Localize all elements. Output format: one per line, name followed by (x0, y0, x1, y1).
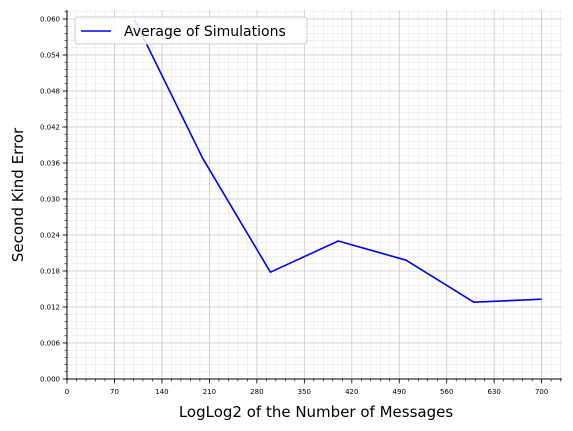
axes (66, 10, 562, 380)
y-tick-label: 0.018 (40, 268, 60, 276)
legend: Average of Simulations (74, 16, 308, 45)
y-axis-ticks: 0.000 0.006 0.012 0.018 0.024 0.030 0.036 0.042… (40, 11, 67, 384)
y-tick-label: 0.012 (40, 304, 60, 312)
y-tick-label: 0.054 (40, 52, 61, 60)
x-tick-label: 140 (155, 388, 168, 396)
y-tick-label: 0.000 (40, 376, 60, 384)
x-tick-label: 350 (298, 388, 311, 396)
y-tick-label: 0.048 (40, 88, 60, 96)
y-axis-label: Second Kind Error (9, 127, 27, 262)
x-tick-label: 490 (393, 388, 406, 396)
legend-entry-label: Average of Simulations (124, 24, 286, 40)
y-tick-label: 0.060 (40, 16, 60, 24)
x-tick-label: 0 (65, 388, 69, 396)
x-axis-label: LogLog2 of the Number of Messages (179, 403, 453, 421)
x-tick-label: 560 (440, 388, 453, 396)
y-tick-label: 0.036 (40, 160, 61, 168)
x-tick-label: 70 (110, 388, 119, 396)
y-tick-label: 0.024 (40, 232, 61, 240)
x-tick-label: 420 (345, 388, 358, 396)
legend-box (74, 16, 308, 45)
x-tick-label: 280 (250, 388, 263, 396)
x-tick-label: 700 (535, 388, 548, 396)
x-tick-label: 630 (488, 388, 501, 396)
y-tick-label: 0.042 (40, 124, 60, 132)
x-tick-label: 210 (203, 388, 216, 396)
y-tick-label: 0.006 (40, 340, 61, 348)
x-axis-ticks: 0 70 140 210 280 350 420 490 560 630 700 (65, 379, 561, 396)
y-tick-label: 0.030 (40, 196, 60, 204)
